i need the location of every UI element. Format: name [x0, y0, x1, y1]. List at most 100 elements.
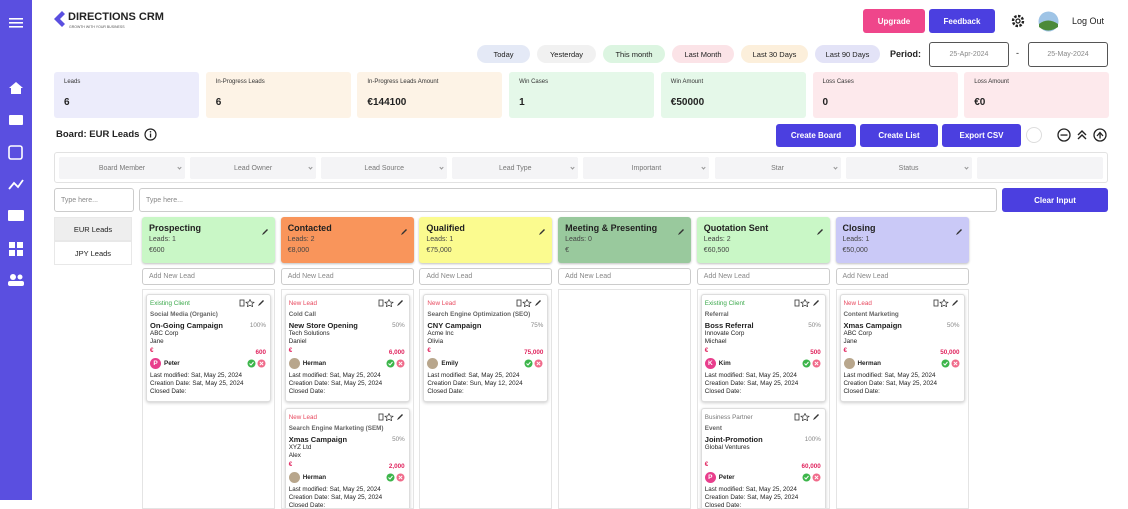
lead-currency: €	[288, 461, 293, 468]
card-icons[interactable]	[932, 298, 962, 309]
info-icon[interactable]	[144, 128, 157, 141]
card-icons[interactable]	[377, 298, 407, 309]
card-icons[interactable]	[793, 298, 823, 309]
lead-title: On-Going Campaign	[150, 321, 223, 330]
lead-card[interactable]: Existing Client Social Media (Organic) On-…	[146, 294, 271, 402]
range-pill[interactable]: This month	[603, 45, 665, 63]
search-input[interactable]: Type here...	[139, 188, 997, 212]
board-button[interactable]: Create List	[860, 124, 938, 147]
card-icons[interactable]	[238, 298, 268, 309]
board-controls[interactable]	[1024, 126, 1110, 144]
dropdown[interactable]: Star	[714, 157, 841, 179]
add-lead-input[interactable]: Add New Lead	[696, 268, 830, 285]
closed-date: Closed Date:	[704, 388, 742, 395]
last-modified: Last modified: Sat, May 25, 2024	[288, 372, 381, 379]
lead-owner: Herman	[857, 360, 881, 367]
lead-company: Acme Inc	[427, 330, 454, 337]
add-lead-input[interactable]: Add New Lead	[419, 268, 553, 285]
status-icons[interactable]	[386, 473, 406, 484]
board-tab[interactable]: EUR Leads	[54, 217, 132, 241]
closed-date: Closed Date:	[288, 388, 326, 395]
column-header: Meeting & Presenting Leads: 0 €	[558, 217, 692, 263]
range-pill[interactable]: Last 30 Days	[741, 45, 808, 63]
lead-source: Content Marketing	[843, 311, 899, 318]
add-lead-input[interactable]: Add New Lead	[280, 268, 414, 285]
card-icons[interactable]	[793, 412, 823, 423]
lead-currency: €	[288, 347, 293, 354]
status-icons[interactable]	[802, 359, 822, 370]
board-tab[interactable]: JPY Leads	[54, 241, 132, 265]
edit-icon[interactable]	[816, 223, 824, 241]
edit-icon[interactable]	[955, 223, 963, 241]
filter-bar	[54, 152, 1108, 183]
status-icons[interactable]	[802, 473, 822, 484]
end-date[interactable]: 25-May-2024	[1028, 42, 1108, 67]
owner-avatar	[288, 358, 300, 369]
start-date[interactable]: 25-Apr-2024	[929, 42, 1009, 67]
add-lead-input[interactable]: Add New Lead	[142, 268, 275, 285]
edit-icon[interactable]	[400, 223, 408, 241]
upgrade-button[interactable]: Upgrade	[863, 9, 925, 33]
add-lead-input[interactable]: Add New Lead	[558, 268, 692, 285]
lead-card[interactable]: New Lead Cold Call New Store Opening 50% Tec…	[284, 294, 410, 402]
logout-button[interactable]: Log Out	[1072, 16, 1105, 26]
dropdown[interactable]: Lead Source	[321, 157, 448, 179]
card-icons[interactable]	[377, 412, 407, 423]
dropdown-caret	[439, 165, 444, 170]
closed-date: Closed Date:	[427, 388, 464, 395]
lead-status: New Lead	[843, 300, 872, 307]
range-pill[interactable]: Last Month	[672, 45, 734, 63]
lead-card[interactable]: New Lead Search Engine Optimization (SEO)…	[423, 294, 549, 402]
column-count: Leads: 1	[149, 236, 176, 243]
range-pill[interactable]: Today	[477, 45, 530, 63]
settings-icon[interactable]	[1010, 13, 1026, 29]
status-icons[interactable]	[524, 359, 544, 370]
status-icons[interactable]	[386, 359, 406, 370]
dropdown[interactable]: Lead Type	[452, 157, 579, 179]
dropdown[interactable]: Status	[845, 157, 972, 179]
dropdown[interactable]: Lead Owner	[190, 157, 317, 179]
lead-card[interactable]: Business Partner Event Joint-Promotion 100%…	[700, 408, 826, 508]
board-button[interactable]: Create Board	[776, 124, 856, 147]
status-icons[interactable]	[941, 359, 961, 370]
stat-value: €0	[974, 97, 986, 108]
feedback-button[interactable]: Feedback	[929, 9, 995, 33]
status-icons[interactable]	[247, 359, 267, 370]
column-amount: €8,000	[287, 247, 310, 254]
closed-date: Closed Date:	[843, 388, 880, 395]
owner-avatar	[288, 472, 300, 483]
clear-input-button[interactable]: Clear Input	[1002, 188, 1108, 212]
search-input[interactable]: Type here...	[54, 188, 134, 212]
sidebar-icons	[8, 18, 24, 286]
edit-icon[interactable]	[538, 223, 546, 241]
edit-icon[interactable]	[261, 223, 269, 241]
date-separator: -	[1016, 48, 1019, 58]
empty-dropdown[interactable]	[977, 157, 1103, 179]
lead-owner: Peter	[164, 360, 180, 367]
tagline: GROWTH WITH YOUR BUSINESS	[69, 25, 125, 29]
add-lead-input[interactable]: Add New Lead	[835, 268, 969, 285]
dropdown[interactable]: Important	[583, 157, 710, 179]
board-button[interactable]: Export CSV	[942, 124, 1021, 147]
stat-label: In-Progress Leads	[215, 79, 265, 85]
lead-card[interactable]: Existing Client Referral Boss Referral 50% I…	[700, 294, 826, 402]
lead-currency: €	[843, 347, 848, 354]
stat-value: 6	[64, 97, 70, 108]
lead-card[interactable]: New Lead Search Engine Marketing (SEM) Xma…	[284, 408, 410, 508]
card-icons[interactable]	[515, 298, 545, 309]
lead-owner: Peter	[718, 474, 735, 481]
lead-status: Existing Client	[704, 300, 745, 307]
dropdown-caret	[177, 165, 182, 170]
user-avatar[interactable]	[1038, 11, 1059, 32]
creation-date: Creation Date: Sat, May 25, 2024	[288, 380, 383, 387]
lead-amount: 2,000	[388, 463, 405, 470]
range-pill[interactable]: Yesterday	[537, 45, 596, 63]
dropdown[interactable]: Board Member	[59, 157, 185, 179]
lead-contact: Jane	[843, 338, 858, 345]
stat-value: €144100	[367, 97, 407, 108]
sidebar	[0, 0, 32, 500]
range-pill[interactable]: Last 90 Days	[815, 45, 880, 63]
stat-label: Win Amount	[670, 79, 704, 85]
lead-card[interactable]: New Lead Content Marketing Xmas Campaign 50…	[839, 294, 965, 402]
edit-icon[interactable]	[677, 223, 685, 241]
